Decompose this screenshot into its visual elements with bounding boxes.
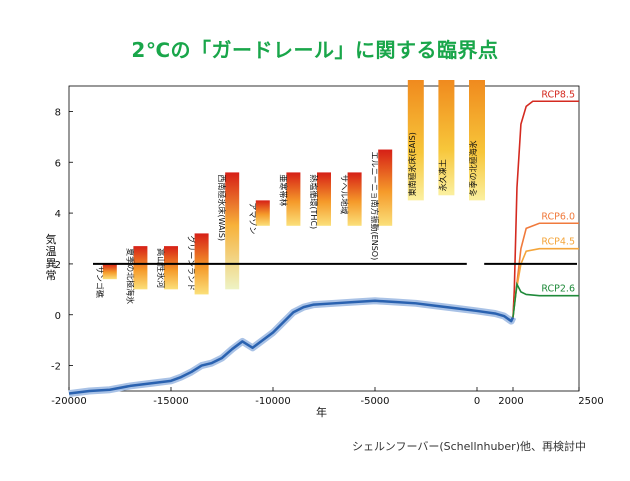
tipping-label: 夏季の北極海氷: [125, 248, 135, 304]
y-tick-label: 2: [55, 260, 61, 271]
tipping-bar: [133, 246, 148, 290]
tipping-bar: [102, 263, 117, 280]
y-tick-label: 0: [55, 311, 61, 322]
y-tick-label: 4: [55, 209, 61, 220]
tipping-bar: [317, 172, 331, 226]
tipping-point-labels: サンゴ礁夏季の北極海氷高山性氷河グリーンランド西南極氷床(WAIS)アマゾン亜寒…: [95, 132, 478, 304]
tipping-label: アマゾン: [248, 202, 257, 234]
tipping-bar: [347, 172, 362, 226]
series-lines: [68, 100, 579, 398]
tipping-label: サヘル地域: [340, 174, 350, 214]
tipping-bar: [225, 172, 240, 290]
plot-area-frame: [68, 85, 580, 392]
tipping-label: 東南極氷床(EAIS): [407, 132, 417, 196]
x-tick-label: 2500: [578, 396, 603, 407]
tipping-label: 永久凍土: [437, 159, 447, 191]
temperature-line: [68, 299, 515, 395]
x-tick-label: 0: [474, 396, 480, 407]
tipping-bar: [469, 80, 485, 201]
scenario-line: [512, 100, 579, 318]
page-title: 2℃の「ガードレール」に関する臨界点: [131, 38, 499, 62]
tipping-label: 西南極氷床(WAIS): [217, 174, 227, 241]
tipping-point-bars: [102, 80, 485, 295]
tipping-bar: [286, 172, 301, 226]
tipping-bar: [438, 80, 455, 196]
scenario-line: [512, 281, 579, 318]
y-axis-ticks: -2 0 2 4 6 8: [51, 107, 73, 373]
tipping-label: エルニーニョ南方振動(ENSO): [370, 152, 380, 261]
x-tick-label: -5000: [360, 396, 389, 407]
source-caption: シェルンフーバー(Schellnhuber)他、再検討中: [352, 440, 586, 453]
scenario-label: RCP8.5: [541, 89, 575, 100]
tipping-label: 冬季の北極海氷: [468, 140, 478, 196]
x-axis-label: 年: [316, 406, 327, 419]
tipping-bar: [255, 200, 270, 226]
tipping-label: 亜寒帯林: [278, 174, 288, 206]
tipping-bar: [164, 246, 178, 290]
scenario-label: RCP4.5: [541, 237, 575, 248]
x-tick-label: -20000: [51, 396, 86, 407]
x-tick-label: -15000: [153, 396, 188, 407]
y-tick-label: -2: [51, 362, 61, 373]
x-axis-ticks: -20000 -15000 -10000 -5000 0 2000 2500: [51, 387, 604, 407]
tipping-label: 熱塩循環(THC): [309, 174, 319, 229]
y-tick-label: 8: [55, 107, 61, 118]
x-tick-label: -10000: [255, 396, 290, 407]
scenario-labels: RCP8.5 RCP6.0 RCP4.5 RCP2.6: [541, 89, 575, 294]
tipping-label: サンゴ礁: [95, 266, 105, 298]
scenario-label: RCP6.0: [541, 211, 575, 222]
y-axis-label: 気温異常: [45, 233, 57, 282]
y-tick-label: 6: [55, 158, 61, 169]
tipping-bar: [378, 149, 393, 226]
scenario-label: RCP2.6: [541, 284, 575, 295]
tipping-label: 高山性氷河: [156, 248, 166, 288]
tipping-bar: [407, 80, 424, 201]
x-tick-label: 2000: [498, 396, 523, 407]
